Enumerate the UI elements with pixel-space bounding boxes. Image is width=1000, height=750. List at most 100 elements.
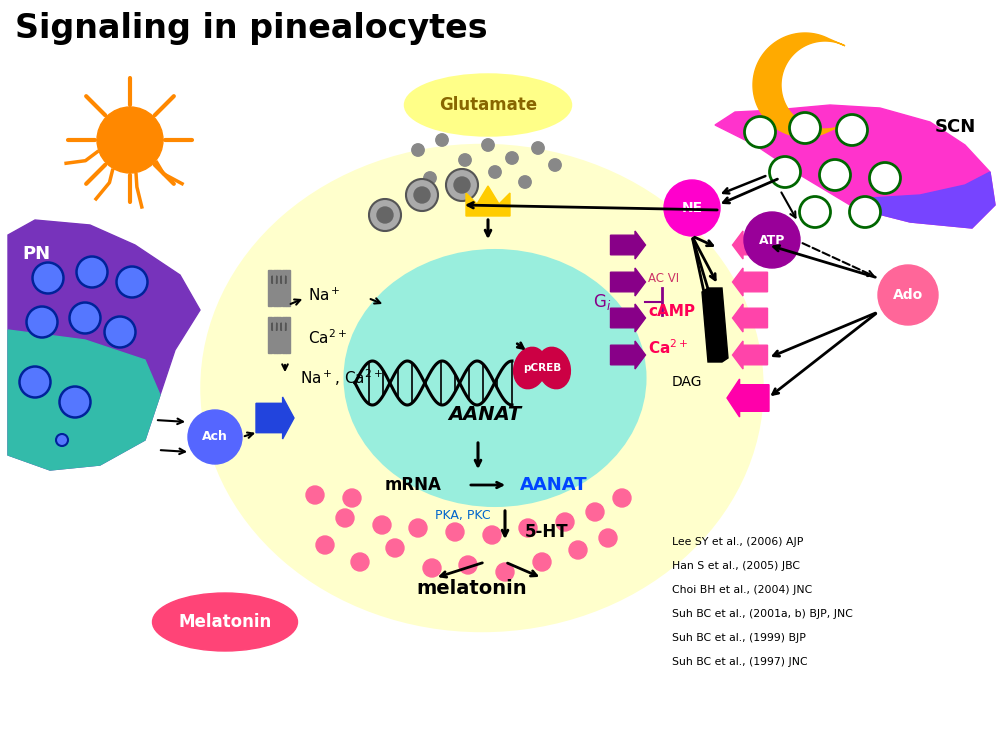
Text: DAG: DAG (672, 375, 702, 389)
Circle shape (459, 556, 477, 574)
Circle shape (70, 302, 100, 334)
Polygon shape (732, 341, 768, 369)
Circle shape (532, 142, 544, 154)
Circle shape (483, 526, 501, 544)
Text: cAMP: cAMP (648, 304, 695, 320)
Text: melatonin: melatonin (417, 578, 527, 598)
Text: AANAT: AANAT (448, 406, 522, 424)
Text: Signaling in pinealocytes: Signaling in pinealocytes (15, 12, 488, 45)
Circle shape (76, 256, 108, 287)
Circle shape (878, 265, 938, 325)
Circle shape (569, 541, 587, 559)
Circle shape (406, 179, 438, 211)
Circle shape (870, 163, 900, 194)
Circle shape (556, 513, 574, 531)
Polygon shape (715, 105, 995, 228)
Circle shape (744, 116, 776, 148)
Circle shape (377, 207, 393, 223)
Circle shape (482, 139, 494, 152)
Text: Ca$^{2+}$: Ca$^{2+}$ (648, 339, 688, 357)
Circle shape (533, 553, 551, 571)
Polygon shape (610, 231, 646, 259)
Bar (268, 270, 272, 306)
Text: AC VI: AC VI (648, 272, 679, 284)
Circle shape (506, 152, 518, 164)
Bar (277, 317, 281, 353)
Text: Ado: Ado (893, 288, 923, 302)
Ellipse shape (406, 75, 570, 135)
Circle shape (800, 196, 830, 227)
Circle shape (97, 107, 163, 173)
Circle shape (519, 176, 531, 188)
Circle shape (116, 266, 148, 298)
Bar (277, 270, 281, 306)
Text: PN: PN (22, 245, 50, 263)
Circle shape (32, 262, 64, 293)
Circle shape (414, 187, 430, 203)
Bar (272, 317, 276, 353)
Polygon shape (8, 330, 160, 470)
Circle shape (446, 523, 464, 541)
Circle shape (790, 112, 821, 143)
Text: 5-HT: 5-HT (525, 523, 569, 541)
Circle shape (412, 144, 424, 156)
Circle shape (386, 539, 404, 557)
Circle shape (188, 410, 242, 464)
Circle shape (336, 509, 354, 527)
Circle shape (599, 529, 617, 547)
Text: NE: NE (681, 201, 703, 215)
Polygon shape (702, 288, 728, 362)
Circle shape (586, 503, 604, 521)
Circle shape (456, 169, 468, 182)
Ellipse shape (345, 251, 645, 506)
Ellipse shape (152, 593, 298, 651)
Circle shape (316, 536, 334, 554)
Bar (286, 270, 290, 306)
Circle shape (744, 212, 800, 268)
Polygon shape (610, 304, 646, 332)
Polygon shape (610, 268, 646, 296)
Polygon shape (732, 304, 768, 332)
Bar (286, 317, 290, 353)
Text: Han S et al., (2005) JBC: Han S et al., (2005) JBC (672, 561, 800, 571)
Circle shape (104, 316, 136, 347)
Text: G$_i$: G$_i$ (593, 292, 611, 312)
Circle shape (549, 159, 561, 171)
Ellipse shape (202, 146, 762, 631)
Bar (272, 270, 276, 306)
Text: Suh BC et al., (2001a, b) BJP, JNC: Suh BC et al., (2001a, b) BJP, JNC (672, 609, 853, 619)
Text: ATP: ATP (759, 233, 785, 247)
Circle shape (496, 563, 514, 581)
Polygon shape (732, 231, 768, 259)
Circle shape (373, 516, 391, 534)
Text: Lee SY et al., (2006) AJP: Lee SY et al., (2006) AJP (672, 537, 803, 547)
Circle shape (454, 177, 470, 193)
Circle shape (850, 196, 881, 227)
Circle shape (343, 489, 361, 507)
Circle shape (409, 519, 427, 537)
Circle shape (56, 434, 68, 446)
Ellipse shape (538, 347, 570, 388)
Circle shape (351, 553, 369, 571)
Polygon shape (610, 341, 646, 369)
Circle shape (664, 180, 720, 236)
Circle shape (519, 519, 537, 537)
Text: Ach: Ach (202, 430, 228, 443)
Text: SCN: SCN (935, 118, 976, 136)
Text: Suh BC et al., (1999) BJP: Suh BC et al., (1999) BJP (672, 633, 806, 643)
Circle shape (20, 367, 50, 398)
Text: Choi BH et al., (2004) JNC: Choi BH et al., (2004) JNC (672, 585, 812, 595)
Bar (282, 317, 286, 353)
Circle shape (60, 386, 90, 418)
Circle shape (424, 172, 436, 184)
Circle shape (26, 307, 58, 338)
Polygon shape (8, 220, 200, 470)
Circle shape (446, 169, 478, 201)
Circle shape (770, 157, 800, 188)
Bar (268, 317, 272, 353)
Circle shape (459, 154, 471, 166)
Circle shape (423, 559, 441, 577)
Polygon shape (256, 397, 294, 439)
Polygon shape (727, 379, 769, 417)
Text: Suh BC et al., (1997) JNC: Suh BC et al., (1997) JNC (672, 657, 808, 667)
